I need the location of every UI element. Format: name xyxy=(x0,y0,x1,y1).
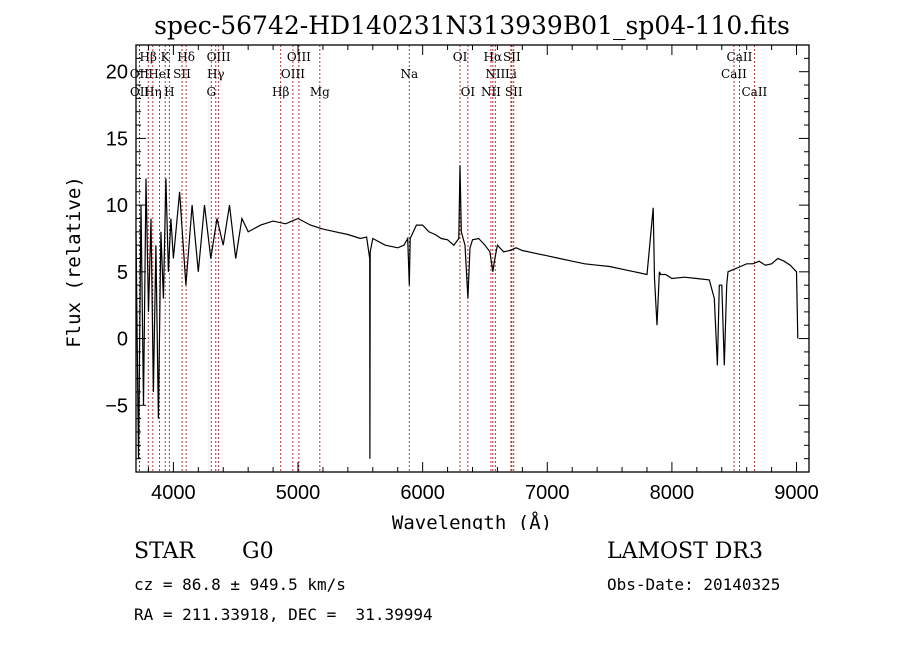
line-label: Hη xyxy=(144,85,162,99)
line-label: Hδ xyxy=(177,50,195,64)
line-label: SII xyxy=(505,85,523,99)
line-label: SII xyxy=(503,50,521,64)
x-tick-label: 4000 xyxy=(151,482,196,504)
line-label: Mg xyxy=(310,85,330,99)
chart-title: spec-56742-HD140231N313939B01_sp04-110.f… xyxy=(154,11,790,40)
line-label: Hα xyxy=(484,50,503,64)
y-axis: −5 0 5 10 15 20 xyxy=(105,44,809,460)
x-axis: 4000 5000 6000 7000 8000 9000 xyxy=(147,45,819,504)
object-subclass: G0 xyxy=(242,539,274,564)
line-label: OIII xyxy=(207,50,231,64)
line-label: Hγ xyxy=(207,67,225,81)
survey-name: LAMOST DR3 xyxy=(607,539,763,564)
redshift-readout: cz = 86.8 ± 949.5 km/s xyxy=(134,575,346,594)
line-label: K xyxy=(161,50,171,64)
x-axis-label: Wavelength (Å) xyxy=(392,511,552,530)
line-label: CaII xyxy=(727,50,753,64)
x-tick-label: 8000 xyxy=(650,482,695,504)
line-label: CaII xyxy=(741,85,767,99)
object-class: STAR xyxy=(134,539,195,564)
line-label: OI xyxy=(461,85,476,99)
x-tick-label: 7000 xyxy=(525,482,570,504)
x-tick-label: 9000 xyxy=(774,482,819,504)
line-label: OIII xyxy=(281,67,305,81)
line-label: HeI xyxy=(148,67,171,81)
y-tick-label: 5 xyxy=(117,262,128,284)
line-label: OII xyxy=(130,67,150,81)
line-label: OI xyxy=(453,50,468,64)
x-tick-label: 5000 xyxy=(276,482,321,504)
y-tick-label: 15 xyxy=(106,128,128,150)
line-label: H xyxy=(164,85,174,99)
y-tick-label: 20 xyxy=(106,62,128,84)
y-tick-label: 0 xyxy=(117,329,128,351)
line-label: OIII xyxy=(287,50,311,64)
line-label: SII xyxy=(173,67,191,81)
line-label: NII xyxy=(485,67,505,81)
observation-date: Obs-Date: 20140325 xyxy=(607,575,781,594)
y-axis-label: Flux (relative) xyxy=(63,176,85,348)
line-label: OII xyxy=(130,85,150,99)
line-label: Na xyxy=(400,67,418,81)
line-label: Hβ xyxy=(140,50,157,64)
line-label: CaII xyxy=(721,67,747,81)
line-label: Hβ xyxy=(272,85,289,99)
spectrum-series xyxy=(135,165,799,459)
line-label: Li xyxy=(505,67,517,81)
line-label: G xyxy=(206,85,216,99)
line-markers xyxy=(138,45,755,472)
plot-frame xyxy=(135,44,810,473)
line-label: NII xyxy=(481,85,501,99)
x-tick-label: 6000 xyxy=(400,482,445,504)
y-tick-label: 10 xyxy=(106,195,128,217)
y-tick-label: −5 xyxy=(105,395,128,417)
spectrum-chart: spec-56742-HD140231N313939B01_sp04-110.f… xyxy=(63,11,819,530)
coordinates-readout: RA = 211.33918, DEC = 31.39994 xyxy=(134,605,433,624)
